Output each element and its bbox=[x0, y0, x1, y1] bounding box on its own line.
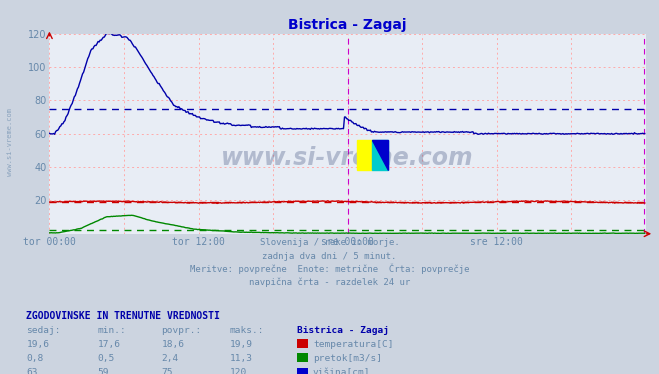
Text: 63: 63 bbox=[26, 368, 38, 374]
Text: 2,4: 2,4 bbox=[161, 354, 179, 363]
Text: ZGODOVINSKE IN TRENUTNE VREDNOSTI: ZGODOVINSKE IN TRENUTNE VREDNOSTI bbox=[26, 311, 220, 321]
Text: Meritve: povprečne  Enote: metrične  Črta: povprečje: Meritve: povprečne Enote: metrične Črta:… bbox=[190, 264, 469, 274]
Text: višina[cm]: višina[cm] bbox=[313, 368, 370, 374]
Text: maks.:: maks.: bbox=[229, 326, 264, 335]
Bar bbox=[357, 140, 372, 171]
Polygon shape bbox=[372, 140, 388, 171]
Text: Bistrica - Zagaj: Bistrica - Zagaj bbox=[297, 326, 389, 335]
Bar bbox=[372, 140, 388, 171]
Text: 11,3: 11,3 bbox=[229, 354, 252, 363]
Text: pretok[m3/s]: pretok[m3/s] bbox=[313, 354, 382, 363]
Text: Slovenija / reke in morje.: Slovenija / reke in morje. bbox=[260, 238, 399, 247]
Text: min.:: min.: bbox=[98, 326, 127, 335]
Text: 120: 120 bbox=[229, 368, 246, 374]
Text: 59: 59 bbox=[98, 368, 109, 374]
Text: 17,6: 17,6 bbox=[98, 340, 121, 349]
Text: temperatura[C]: temperatura[C] bbox=[313, 340, 393, 349]
Text: sedaj:: sedaj: bbox=[26, 326, 61, 335]
Text: 75: 75 bbox=[161, 368, 173, 374]
Text: 0,8: 0,8 bbox=[26, 354, 43, 363]
Text: www.si-vreme.com: www.si-vreme.com bbox=[7, 108, 13, 176]
Title: Bistrica - Zagaj: Bistrica - Zagaj bbox=[289, 18, 407, 33]
Text: zadnja dva dni / 5 minut.: zadnja dva dni / 5 minut. bbox=[262, 252, 397, 261]
Text: navpična črta - razdelek 24 ur: navpična črta - razdelek 24 ur bbox=[249, 278, 410, 287]
Text: 19,9: 19,9 bbox=[229, 340, 252, 349]
Text: 19,6: 19,6 bbox=[26, 340, 49, 349]
Text: povpr.:: povpr.: bbox=[161, 326, 202, 335]
Text: www.si-vreme.com: www.si-vreme.com bbox=[221, 146, 474, 170]
Text: 0,5: 0,5 bbox=[98, 354, 115, 363]
Text: 18,6: 18,6 bbox=[161, 340, 185, 349]
